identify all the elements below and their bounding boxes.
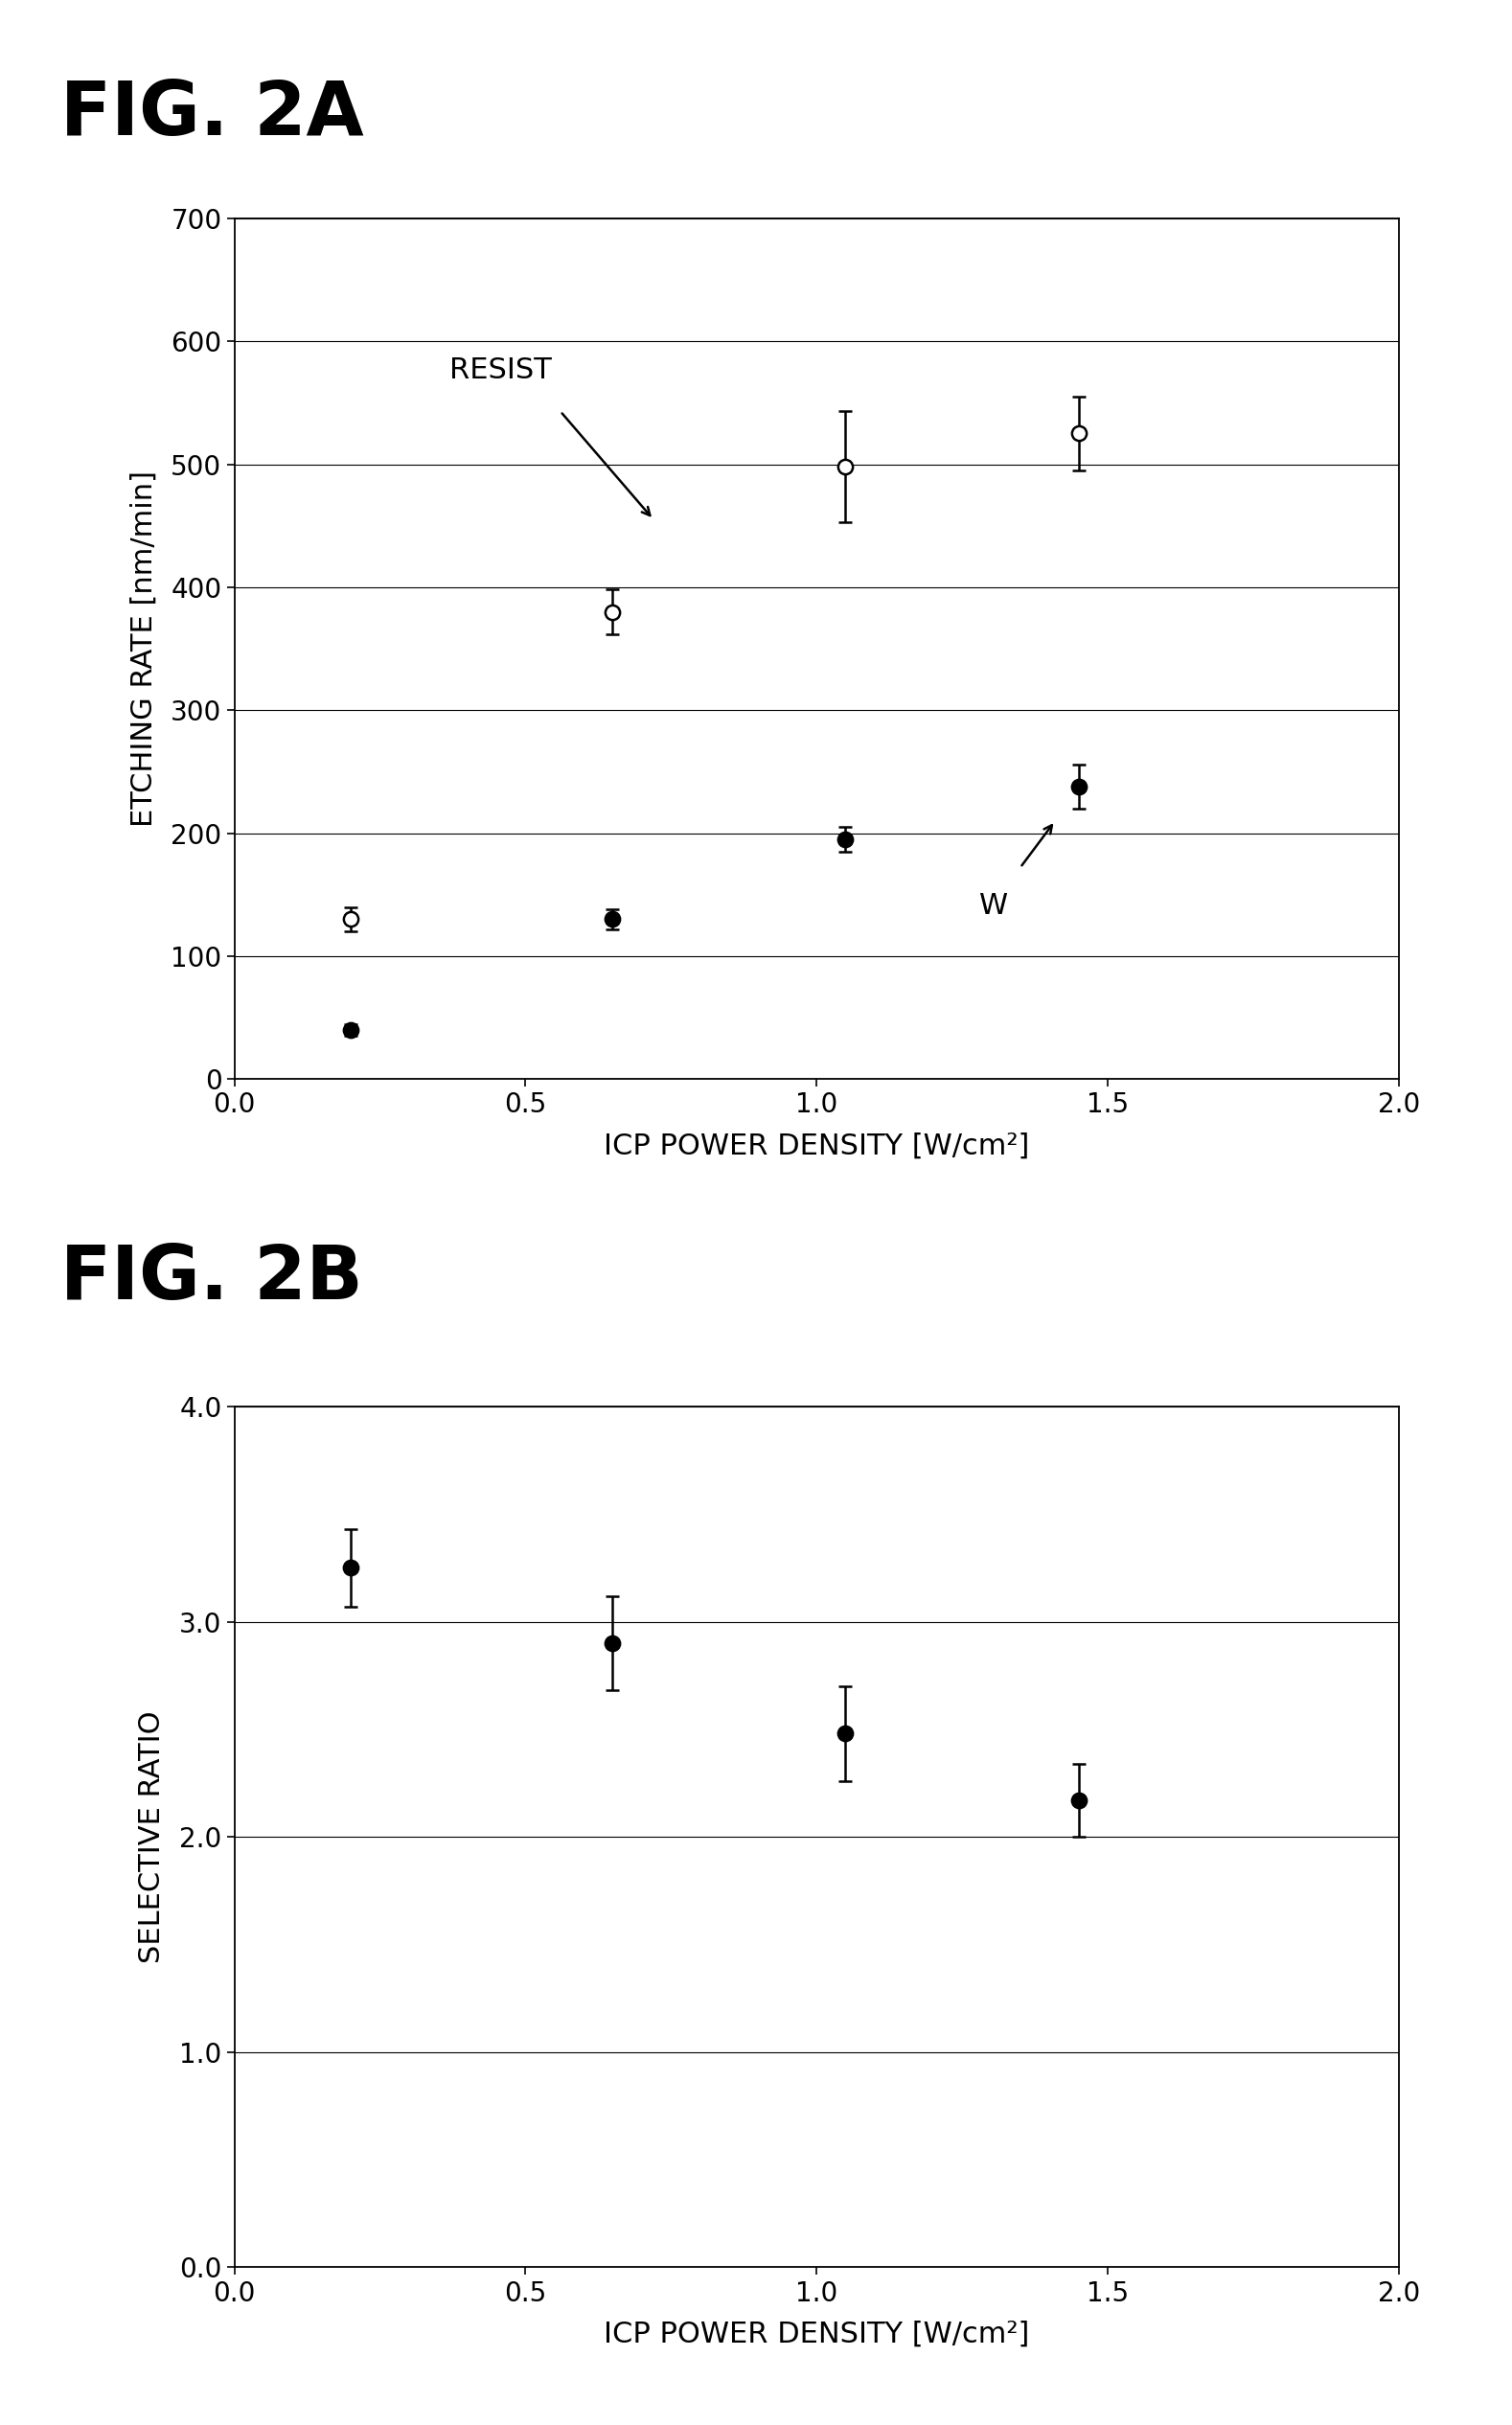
Y-axis label: ETCHING RATE [nm/min]: ETCHING RATE [nm/min] xyxy=(130,470,157,827)
Text: FIG. 2B: FIG. 2B xyxy=(60,1242,363,1314)
X-axis label: ICP POWER DENSITY [W/cm²]: ICP POWER DENSITY [W/cm²] xyxy=(603,2321,1030,2347)
Text: RESIST: RESIST xyxy=(449,356,552,383)
Y-axis label: SELECTIVE RATIO: SELECTIVE RATIO xyxy=(138,1710,166,1964)
Text: FIG. 2A: FIG. 2A xyxy=(60,78,364,150)
Text: W: W xyxy=(980,892,1009,919)
X-axis label: ICP POWER DENSITY [W/cm²]: ICP POWER DENSITY [W/cm²] xyxy=(603,1132,1030,1159)
